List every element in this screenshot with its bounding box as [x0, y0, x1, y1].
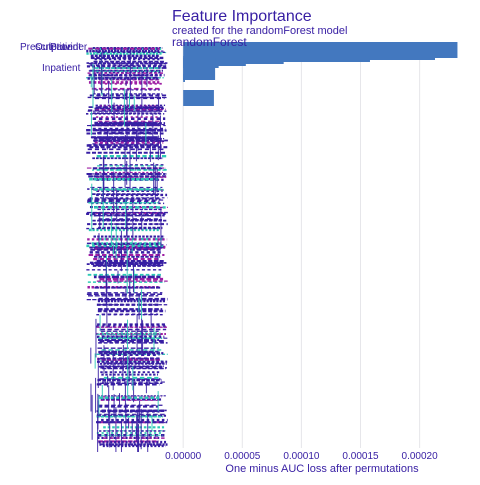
bar-stub-a — [183, 58, 216, 80]
chart-subtitle: created for the randomForest model — [172, 25, 347, 37]
grid-layer — [182, 42, 421, 448]
feature-label-0: Prescription — [20, 42, 73, 53]
feature-label-2: Provider — [50, 42, 88, 53]
bar-layer — [183, 42, 458, 106]
x-tick-label-2: 0.00010 — [283, 451, 320, 462]
overlapping-labels-layer — [86, 47, 168, 452]
feature-label-1: Outpatient — [35, 42, 81, 53]
chart-title: Feature Importance — [172, 8, 312, 25]
x-tick-label-4: 0.00020 — [402, 451, 439, 462]
bar-stub-b — [183, 90, 214, 106]
x-tick-label-1: 0.00005 — [224, 451, 261, 462]
x-tick-label-3: 0.00015 — [342, 451, 379, 462]
x-tick-layer: 0.00000 0.00005 0.00010 0.00015 0.00020 — [165, 451, 438, 462]
panel-label: randomForest — [172, 35, 247, 49]
bar-0 — [183, 42, 458, 58]
x-tick-label-0: 0.00000 — [165, 451, 202, 462]
feature-label-3: Inpatient — [42, 63, 81, 74]
x-axis-label: One minus AUC loss after permutations — [225, 463, 419, 475]
